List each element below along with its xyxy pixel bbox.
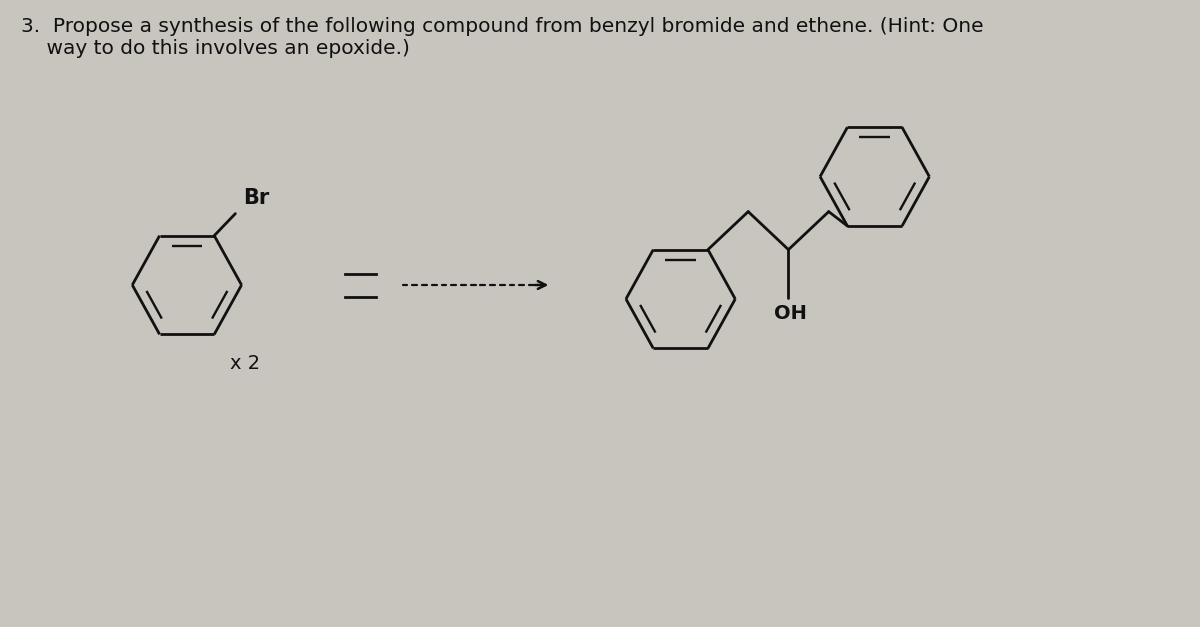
Text: 3.  Propose a synthesis of the following compound from benzyl bromide and ethene: 3. Propose a synthesis of the following …: [22, 17, 984, 58]
Text: x 2: x 2: [230, 354, 260, 373]
Text: OH: OH: [774, 303, 806, 323]
Text: Br: Br: [244, 187, 269, 208]
